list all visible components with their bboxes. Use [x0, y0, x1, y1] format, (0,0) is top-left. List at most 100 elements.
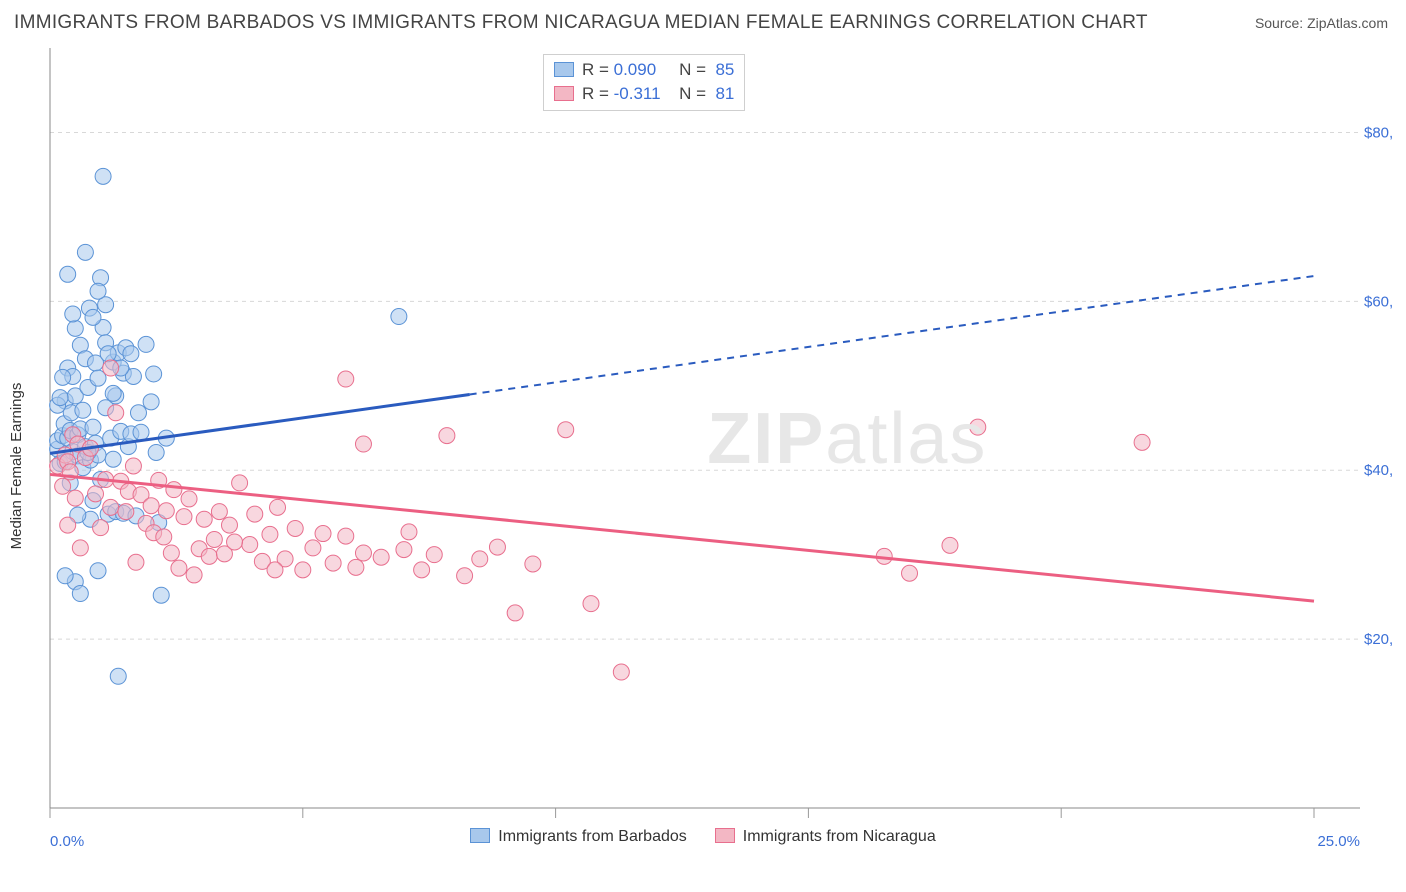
- point-barbados: [110, 668, 126, 684]
- point-nicaragua: [108, 405, 124, 421]
- point-nicaragua: [315, 526, 331, 542]
- point-nicaragua: [942, 537, 958, 553]
- point-barbados: [52, 390, 68, 406]
- point-nicaragua: [525, 556, 541, 572]
- point-barbados: [391, 309, 407, 325]
- point-nicaragua: [355, 545, 371, 561]
- point-nicaragua: [128, 554, 144, 570]
- point-nicaragua: [414, 562, 430, 578]
- point-nicaragua: [613, 664, 629, 680]
- point-barbados: [95, 168, 111, 184]
- point-nicaragua: [156, 529, 172, 545]
- point-barbados: [105, 385, 121, 401]
- stats-row-nicaragua: R = -0.311 N = 81: [554, 82, 734, 106]
- point-nicaragua: [583, 596, 599, 612]
- point-nicaragua: [426, 547, 442, 563]
- point-barbados: [90, 563, 106, 579]
- point-nicaragua: [1134, 434, 1150, 450]
- point-nicaragua: [186, 567, 202, 583]
- point-nicaragua: [143, 498, 159, 514]
- point-barbados: [138, 336, 154, 352]
- stat-r-label: R =: [582, 84, 614, 103]
- trend-ext-barbados: [470, 276, 1314, 394]
- point-nicaragua: [325, 555, 341, 571]
- point-nicaragua: [267, 562, 283, 578]
- point-barbados: [148, 444, 164, 460]
- stat-n-label: N =: [679, 60, 711, 79]
- point-nicaragua: [171, 560, 187, 576]
- point-nicaragua: [902, 565, 918, 581]
- legend-bottom: Immigrants from Barbados Immigrants from …: [14, 828, 1392, 846]
- point-nicaragua: [60, 517, 76, 533]
- point-barbados: [72, 586, 88, 602]
- point-barbados: [105, 451, 121, 467]
- chart-area: Median Female Earnings $20,000$40,000$60…: [14, 48, 1392, 884]
- point-barbados: [67, 320, 83, 336]
- point-nicaragua: [125, 458, 141, 474]
- stat-r-value: 0.090: [614, 58, 670, 82]
- point-nicaragua: [305, 540, 321, 556]
- point-nicaragua: [163, 545, 179, 561]
- point-nicaragua: [103, 499, 119, 515]
- point-nicaragua: [396, 542, 412, 558]
- chart-title: IMMIGRANTS FROM BARBADOS VS IMMIGRANTS F…: [14, 12, 1148, 34]
- point-nicaragua: [227, 534, 243, 550]
- point-barbados: [60, 266, 76, 282]
- point-barbados: [77, 244, 93, 260]
- point-nicaragua: [158, 503, 174, 519]
- stats-legend-box: R = 0.090 N = 85R = -0.311 N = 81: [543, 54, 745, 111]
- stat-r-label: R =: [582, 60, 614, 79]
- point-nicaragua: [232, 475, 248, 491]
- point-nicaragua: [472, 551, 488, 567]
- scatter-plot: $20,000$40,000$60,000$80,0000.0%25.0%: [14, 48, 1392, 884]
- point-nicaragua: [355, 436, 371, 452]
- point-nicaragua: [262, 526, 278, 542]
- swatch-barbados: [554, 62, 574, 77]
- point-nicaragua: [93, 520, 109, 536]
- point-nicaragua: [558, 422, 574, 438]
- point-nicaragua: [338, 371, 354, 387]
- point-nicaragua: [206, 531, 222, 547]
- legend-swatch: [715, 828, 735, 843]
- point-nicaragua: [118, 504, 134, 520]
- point-nicaragua: [507, 605, 523, 621]
- y-tick-label: $80,000: [1364, 124, 1392, 141]
- y-axis-label: Median Female Earnings: [8, 383, 25, 550]
- point-nicaragua: [287, 520, 303, 536]
- y-tick-label: $20,000: [1364, 631, 1392, 648]
- point-barbados: [85, 419, 101, 435]
- point-nicaragua: [72, 540, 88, 556]
- point-nicaragua: [348, 559, 364, 575]
- stat-n-value: 81: [715, 82, 734, 106]
- stat-n-label: N =: [679, 84, 711, 103]
- point-nicaragua: [373, 549, 389, 565]
- point-nicaragua: [88, 486, 104, 502]
- point-barbados: [133, 424, 149, 440]
- point-barbados: [143, 394, 159, 410]
- point-barbados: [153, 587, 169, 603]
- point-nicaragua: [211, 504, 227, 520]
- y-tick-label: $60,000: [1364, 293, 1392, 310]
- point-nicaragua: [401, 524, 417, 540]
- point-nicaragua: [489, 539, 505, 555]
- legend-swatch: [470, 828, 490, 843]
- point-barbados: [123, 346, 139, 362]
- legend-label: Immigrants from Nicaragua: [743, 828, 936, 845]
- legend-label: Immigrants from Barbados: [498, 828, 687, 845]
- swatch-nicaragua: [554, 86, 574, 101]
- point-nicaragua: [221, 517, 237, 533]
- stat-r-value: -0.311: [614, 82, 670, 106]
- point-nicaragua: [439, 428, 455, 444]
- point-barbados: [130, 405, 146, 421]
- point-nicaragua: [181, 491, 197, 507]
- point-barbados: [100, 346, 116, 362]
- point-barbados: [85, 309, 101, 325]
- point-nicaragua: [338, 528, 354, 544]
- legend-item: Immigrants from Nicaragua: [715, 828, 936, 846]
- point-nicaragua: [457, 568, 473, 584]
- point-nicaragua: [67, 490, 83, 506]
- point-nicaragua: [55, 478, 71, 494]
- point-barbados: [57, 568, 73, 584]
- y-tick-label: $40,000: [1364, 462, 1392, 479]
- stat-n-value: 85: [715, 58, 734, 82]
